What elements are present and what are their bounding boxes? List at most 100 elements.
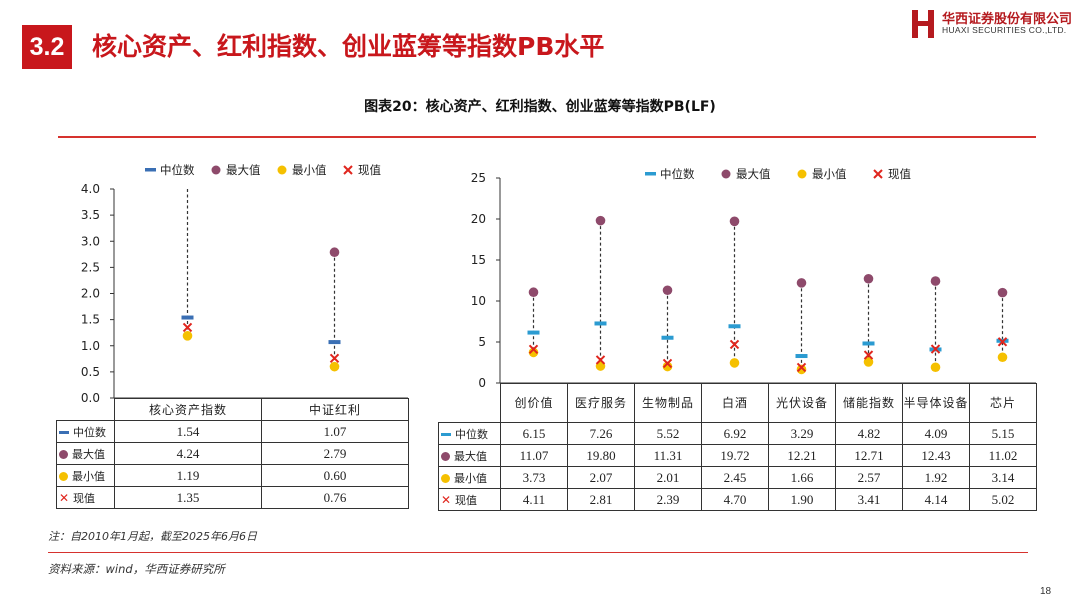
- footnote: 注：自2010年1月起，截至2025年6月6日: [48, 530, 257, 543]
- table-cell: 2.01: [634, 466, 702, 489]
- left-data-table: 核心资产指数 中证红利 中位数 1.54 1.07 最大值 4.24 2.79 …: [56, 398, 409, 509]
- max-point: [997, 287, 1008, 298]
- table-cell: 3.73: [500, 466, 568, 489]
- row-label-median: 中位数: [56, 420, 115, 443]
- table-cell: 6.15: [500, 422, 568, 445]
- table-cell: 11.07: [500, 444, 568, 467]
- row-label-min: 最小值: [56, 464, 115, 487]
- y-tick-label: 3.5: [81, 208, 100, 222]
- table-corner: [438, 383, 501, 423]
- y-tick-label: 10: [471, 294, 486, 308]
- table-cell: 2.79: [261, 442, 409, 465]
- max-marker-icon: [441, 451, 450, 461]
- y-tick-label: 5: [478, 335, 486, 349]
- legend-median-marker: [645, 172, 656, 176]
- legend-label: 现值: [888, 167, 911, 181]
- y-tick-label: 3.0: [81, 234, 100, 248]
- min-marker-icon: [59, 471, 68, 481]
- table-cell: 3.14: [969, 466, 1037, 489]
- current-marker-icon: ✕: [441, 493, 452, 507]
- table-cell: 4.14: [902, 488, 970, 511]
- legend-label: 最小值: [812, 167, 847, 181]
- category-label: 白酒: [701, 383, 769, 423]
- table-cell: 12.43: [902, 444, 970, 467]
- table-cell: 0.76: [261, 486, 409, 509]
- table-cell: 3.41: [835, 488, 903, 511]
- y-tick-label: 0: [478, 376, 486, 390]
- max-point: [729, 216, 740, 227]
- y-tick-label: 20: [471, 212, 486, 226]
- legend-median-marker: [145, 168, 156, 172]
- page-number: 18: [1040, 586, 1052, 597]
- table-cell: 7.26: [567, 422, 635, 445]
- figure-title: 图表20：核心资产、红利指数、创业蓝筹等指数PB(LF): [364, 99, 716, 115]
- legend-max-marker: [211, 165, 221, 175]
- table-corner: [56, 398, 115, 421]
- legend-current-marker: [343, 165, 353, 175]
- current-point: [329, 353, 340, 363]
- median-point: [181, 315, 194, 320]
- median-point: [661, 335, 674, 340]
- current-point: [796, 362, 807, 373]
- y-tick-label: 2.5: [81, 260, 100, 274]
- company-name-cn: 华西证券股份有限公司: [942, 12, 1073, 27]
- y-tick-label: 2.0: [81, 287, 100, 301]
- table-cell: 2.57: [835, 466, 903, 489]
- table-cell: 1.92: [902, 466, 970, 489]
- table-cell: 5.02: [969, 488, 1037, 511]
- median-marker-icon: [59, 430, 69, 434]
- section-title: 核心资产、红利指数、创业蓝筹等指数PB水平: [92, 32, 605, 61]
- table-cell: 3.29: [768, 422, 836, 445]
- current-point: [729, 339, 740, 350]
- table-cell: 4.70: [701, 488, 769, 511]
- max-point: [662, 285, 673, 296]
- min-point: [729, 358, 740, 368]
- max-point: [796, 278, 807, 288]
- category-label: 半导体设备: [902, 383, 970, 423]
- min-point: [662, 361, 673, 372]
- legend-min-marker: [277, 165, 287, 175]
- legend-label: 最小值: [292, 163, 327, 177]
- legend-label: 中位数: [660, 167, 695, 181]
- max-point: [528, 287, 539, 298]
- y-tick-label: 1.5: [81, 313, 100, 327]
- current-point: [662, 358, 673, 369]
- company-name-en: HUAXI SECURITIES CO.,LTD.: [942, 25, 1067, 35]
- category-label: 核心资产指数: [114, 398, 262, 421]
- min-point: [930, 362, 941, 373]
- row-label-max: 最大值: [438, 444, 501, 467]
- table-cell: 19.80: [567, 444, 635, 467]
- max-point: [863, 273, 874, 284]
- median-point: [527, 330, 540, 335]
- table-cell: 2.07: [567, 466, 635, 489]
- section-number: 3.2: [22, 25, 72, 69]
- legend-label: 现值: [358, 163, 381, 177]
- table-cell: 1.19: [114, 464, 262, 487]
- median-point: [328, 340, 341, 345]
- current-point: [930, 344, 941, 354]
- right-data-table: 创价值 医疗服务 生物制品 白酒 光伏设备 储能指数 半导体设备 芯片 中位数 …: [438, 383, 1037, 511]
- legend-min-marker: [797, 169, 807, 179]
- median-marker-icon: [441, 432, 451, 436]
- table-cell: 2.45: [701, 466, 769, 489]
- table-cell: 1.35: [114, 486, 262, 509]
- category-label: 光伏设备: [768, 383, 836, 423]
- min-marker-icon: [441, 473, 450, 483]
- median-point: [795, 354, 808, 359]
- current-point: [863, 350, 874, 360]
- table-cell: 5.52: [634, 422, 702, 445]
- title-rule: [58, 136, 1036, 138]
- legend-max-marker: [721, 169, 731, 179]
- current-point: [595, 355, 606, 365]
- min-point: [329, 361, 340, 372]
- table-cell: 11.02: [969, 444, 1037, 467]
- row-label-current: ✕ 现值: [56, 486, 115, 509]
- max-point: [329, 247, 340, 258]
- table-cell: 4.24: [114, 442, 262, 465]
- median-point: [728, 324, 741, 329]
- huaxi-logo-icon: [912, 10, 934, 38]
- category-label: 生物制品: [634, 383, 702, 423]
- max-marker-icon: [59, 449, 68, 459]
- source-note: 资料来源：wind，华西证券研究所: [48, 562, 225, 576]
- min-point: [796, 364, 807, 375]
